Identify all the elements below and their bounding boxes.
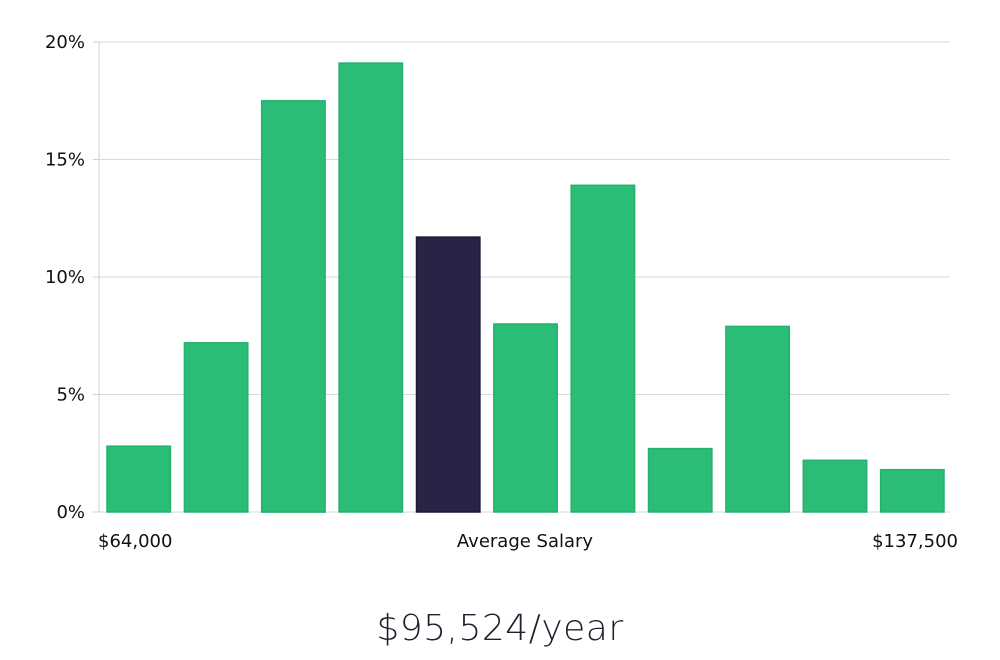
bar bbox=[725, 325, 791, 513]
bar bbox=[802, 459, 868, 513]
salary-histogram: 0% 5% 10% 15% 20% $64,000 Average Salary $13… bbox=[45, 32, 958, 552]
y-tick-label: 0% bbox=[56, 502, 85, 523]
bar bbox=[183, 342, 249, 513]
x-axis-min-label: $64,000 bbox=[98, 531, 172, 552]
bars bbox=[106, 62, 945, 513]
y-tick-label: 10% bbox=[45, 267, 85, 288]
bar bbox=[260, 100, 326, 513]
bar bbox=[106, 445, 172, 513]
y-tick-label: 15% bbox=[45, 150, 85, 171]
bar bbox=[493, 323, 558, 513]
y-tick-label: 20% bbox=[45, 32, 85, 53]
average-salary-value: $95,524/year bbox=[376, 608, 624, 649]
x-axis-title: Average Salary bbox=[457, 531, 594, 552]
y-axis-ticks: 0% 5% 10% 15% 20% bbox=[45, 32, 99, 523]
bar bbox=[570, 184, 636, 513]
bar bbox=[338, 62, 404, 513]
bar bbox=[879, 468, 945, 513]
y-tick-label: 5% bbox=[56, 385, 85, 406]
bar bbox=[647, 447, 713, 513]
bar-highlight bbox=[415, 236, 481, 513]
x-axis-max-label: $137,500 bbox=[872, 531, 958, 552]
